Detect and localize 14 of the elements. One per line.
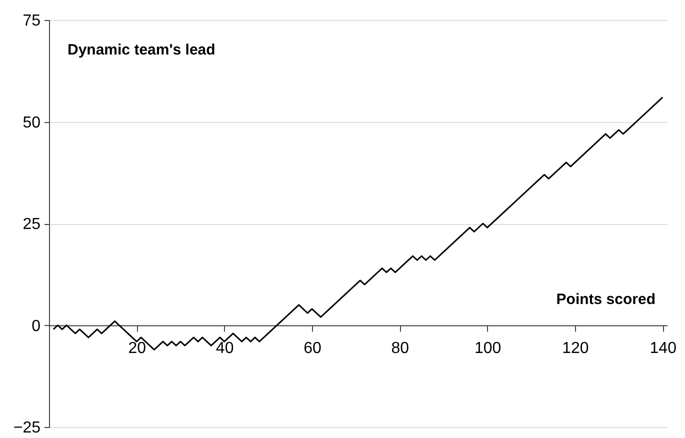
x-axis-title: Points scored bbox=[556, 290, 656, 308]
y-tick-label: 0 bbox=[32, 318, 41, 335]
x-tick-label: 80 bbox=[391, 340, 410, 357]
x-tick-label: 40 bbox=[216, 340, 234, 357]
x-tick-label: 120 bbox=[562, 340, 589, 357]
y-tick-label: 75 bbox=[22, 12, 41, 30]
x-tick-label: 60 bbox=[304, 340, 322, 357]
x-tick-label: 140 bbox=[650, 340, 677, 357]
y-tick-label: 50 bbox=[22, 114, 41, 132]
y-tick-label: −25 bbox=[13, 420, 41, 436]
y-tick-label: 25 bbox=[22, 216, 41, 233]
x-tick-label: 20 bbox=[128, 340, 146, 357]
y-axis-title: Dynamic team's lead bbox=[68, 42, 216, 58]
x-tick-label: 100 bbox=[474, 340, 502, 357]
